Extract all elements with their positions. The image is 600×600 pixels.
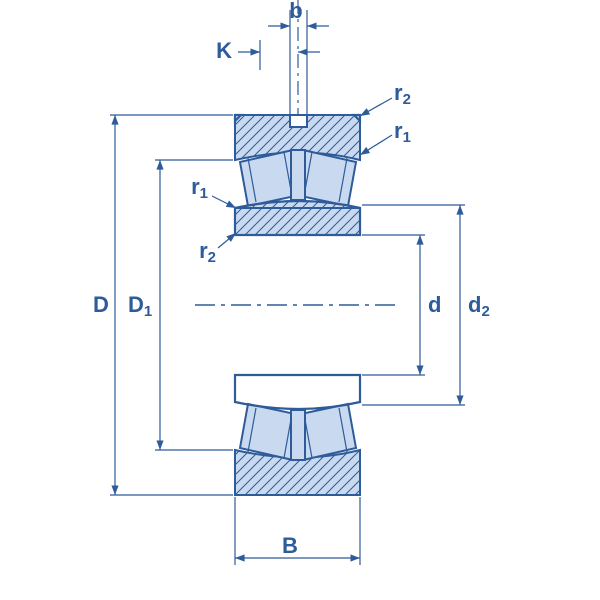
label-r1b-sub: 1 — [200, 185, 208, 202]
leader-r1-inner — [212, 196, 236, 208]
inner-ring-top — [235, 201, 360, 235]
svg-text:B: B — [282, 533, 298, 558]
lubrication-groove — [290, 115, 307, 127]
svg-text:r1: r1 — [394, 118, 411, 146]
leader-r2-outer — [360, 98, 392, 116]
svg-text:r2: r2 — [199, 238, 216, 266]
label-d: d — [428, 292, 441, 317]
bearing-diagram: D D1 d d2 B b K r2 r1 r1 r2 — [0, 0, 600, 600]
label-D: D — [93, 292, 109, 317]
label-b: b — [289, 0, 302, 23]
svg-text:D: D — [93, 292, 109, 317]
leader-r1-outer — [360, 135, 392, 155]
svg-text:b: b — [289, 0, 302, 23]
label-r2a-sub: 2 — [403, 91, 411, 108]
label-D1-sub: 1 — [144, 303, 152, 320]
center-rib-top — [291, 150, 305, 200]
svg-text:d: d — [428, 292, 441, 317]
label-d2: d — [468, 292, 481, 317]
leader-r2-inner — [218, 233, 236, 248]
inner-ring-bottom — [235, 375, 360, 409]
label-K: K — [216, 38, 232, 63]
center-rib-bottom — [291, 410, 305, 460]
label-r2b-sub: 2 — [208, 249, 216, 266]
label-D1: D — [128, 292, 144, 317]
label-r1a-sub: 1 — [403, 129, 411, 146]
svg-text:r1: r1 — [191, 174, 208, 202]
svg-text:K: K — [216, 38, 232, 63]
svg-text:r2: r2 — [394, 80, 411, 108]
svg-text:D1: D1 — [128, 292, 152, 320]
label-B: B — [282, 533, 298, 558]
svg-text:d2: d2 — [468, 292, 490, 320]
label-d2-sub: 2 — [481, 303, 489, 320]
